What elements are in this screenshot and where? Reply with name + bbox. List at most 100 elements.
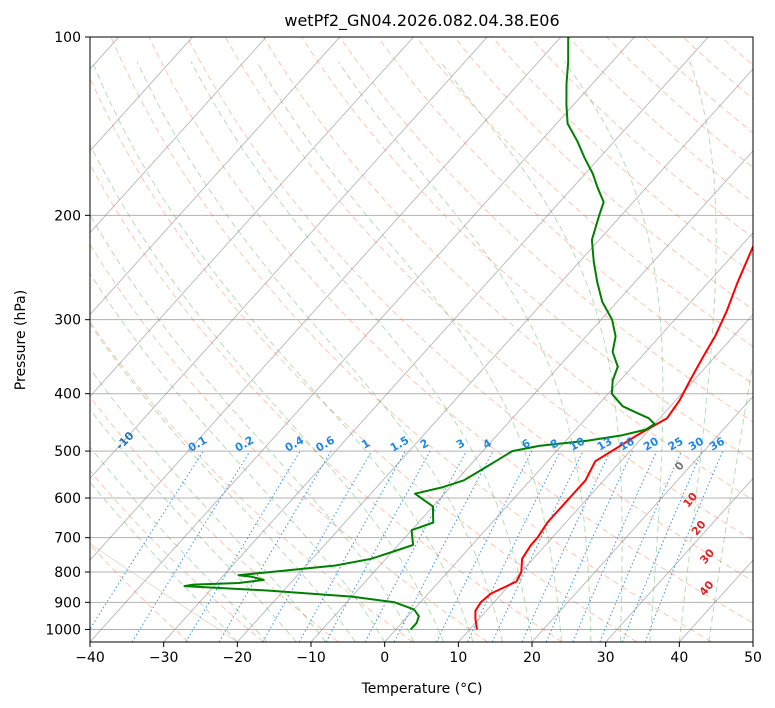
mixing-ratio-line [90,450,204,630]
moist-adiabat [136,61,503,642]
dry-adiabat [148,37,753,624]
x-axis: −40 −30 −20 −10 0 10 20 30 40 50 [75,642,762,666]
dry-adiabat [759,37,775,642]
dry-adiabat [90,163,563,642]
y-tick-label: 400 [54,387,81,403]
x-tick-label: −30 [149,650,179,666]
isotherm-line [752,641,753,642]
dry-adiabat [568,37,753,203]
dry-adiabat [90,76,638,642]
isotherm-line [163,37,709,642]
isotherm-line [605,477,753,642]
moist-adiabat [190,61,533,642]
x-tick-label: −20 [223,650,253,666]
mixing-ratio-line [262,450,373,642]
temperature-profile [474,244,753,630]
isotherm-line [90,37,414,398]
moist-adiabat [678,61,717,642]
dry-adiabat [90,243,488,642]
y-tick-label: 900 [54,595,81,611]
overlay-labels: -100-90-80-70-60-50-40-30-20-100.10.20.4… [28,395,727,598]
moist-adiabat [90,213,415,642]
mixing-ratio-label: 1 [359,437,372,452]
y-tick-label: 600 [54,491,81,507]
isotherm-line [90,37,488,480]
isotherm-line [457,313,753,642]
dry-adiabat [90,320,414,642]
x-tick-label: 40 [670,650,688,666]
x-tick-label: −40 [75,650,105,666]
thermodynamic-overlay [90,37,775,642]
moist-adiabat [256,61,562,642]
dry-adiabat [720,37,753,66]
mixing-ratio-label: 2 [418,437,431,452]
isotherm-line [384,232,753,642]
dry-adiabat [90,470,264,642]
mixing-ratio-line [325,450,431,642]
moist-adiabat [90,272,386,642]
dry-adiabat [186,37,753,582]
mixing-ratio-line [131,450,251,642]
y-tick-label: 200 [54,208,81,224]
y-tick-label: 300 [54,313,81,329]
moist-adiabat [90,367,327,642]
y-tick-label: 500 [54,444,81,460]
mixing-ratio-line [599,450,682,642]
moist-adiabat-label: 40 [697,578,717,598]
y-tick-label: 100 [54,30,81,46]
mixing-ratio-line [185,450,301,642]
x-tick-label: −10 [296,650,326,666]
grid-lines [90,37,753,642]
mixing-ratio-line [364,450,467,642]
moist-adiabat [91,61,474,642]
moist-adiabat [90,143,445,642]
isotherm-line [90,37,193,152]
isotherm-line [310,150,753,642]
dry-adiabat-label: -20 [28,395,51,418]
dry-adiabat [453,37,753,311]
x-tick-label: 10 [449,650,467,666]
mixing-ratio-line [644,450,724,642]
sounding-profiles [183,37,753,631]
moist-adiabat-label: 20 [689,518,709,538]
moist-adiabat [337,61,592,642]
isotherm-line [90,37,635,642]
isotherm-line [90,37,562,561]
y-tick-label: 1000 [45,622,81,638]
dry-adiabat [377,37,753,385]
dry-adiabat [415,37,753,348]
mixing-ratio-line [491,450,584,642]
dry-adiabat [530,37,753,239]
y-axis: 100 200 300 400 500 600 700 800 900 1000 [45,30,90,638]
moist-adiabat [90,481,238,642]
chart-title: wetPf2_GN04.2026.082.04.38.E06 [284,11,559,31]
y-tick-label: 800 [54,565,81,581]
x-tick-label: 0 [380,650,389,666]
isotherm-line [678,559,753,642]
mixing-ratio-line [435,450,533,642]
isotherm-line [90,37,341,316]
dry-adiabat [110,37,712,642]
x-axis-title: Temperature (°C) [361,681,483,697]
moist-adiabat-label: 0 [672,459,687,473]
mixing-ratio-line [545,450,633,642]
dry-adiabat [491,37,753,274]
dry-adiabat [90,396,339,642]
moist-adiabat [90,408,297,642]
dry-adiabat [263,37,753,501]
dry-adiabat [224,37,753,541]
isotherm-line [531,395,753,642]
moist-adiabat [90,323,356,642]
isotherm-line [90,37,267,234]
x-tick-label: 30 [597,650,615,666]
moist-adiabat [708,359,753,642]
dry-adiabat [682,37,753,100]
moist-adiabat [564,61,664,642]
mixing-ratio-label: 4 [481,436,494,451]
x-tick-label: 50 [744,650,762,666]
mixing-ratio-line [572,450,658,642]
dry-adiabat [606,37,753,169]
plot-frame [89,36,754,643]
mixing-ratio-line [467,450,561,642]
